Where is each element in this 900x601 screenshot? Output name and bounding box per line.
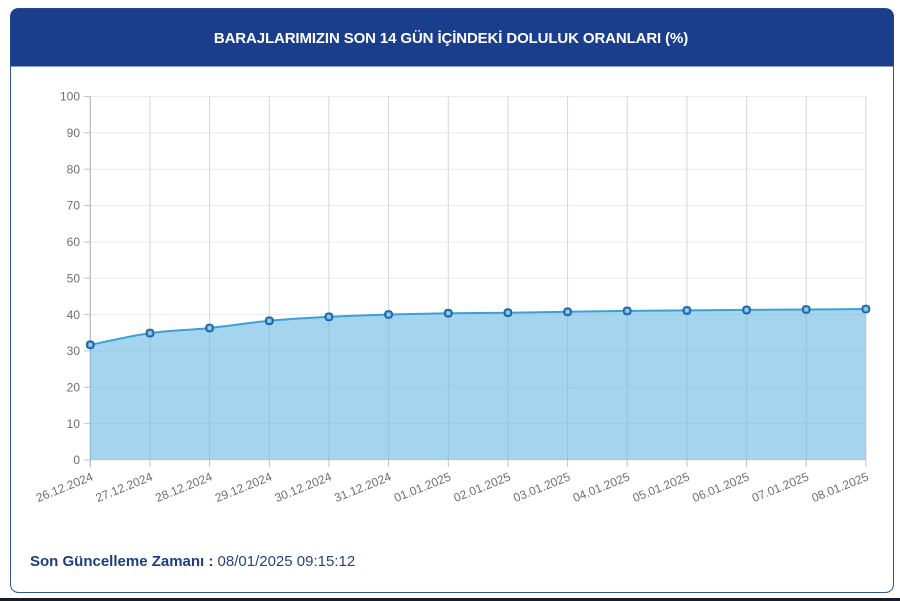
svg-text:70: 70 (67, 199, 81, 213)
svg-text:80: 80 (67, 162, 81, 176)
svg-text:90: 90 (67, 126, 81, 140)
svg-text:BARAJLARIMIZIN SON 14 GÜN İÇİN: BARAJLARIMIZIN SON 14 GÜN İÇİNDEKİ DOLUL… (214, 30, 688, 47)
svg-text:30: 30 (67, 344, 81, 358)
svg-text:20: 20 (67, 381, 81, 395)
svg-text:50: 50 (67, 271, 81, 285)
svg-text:60: 60 (67, 235, 81, 249)
svg-text:Son Güncelleme Zamanı : 08/01/: Son Güncelleme Zamanı : 08/01/2025 09:15… (30, 553, 355, 570)
svg-text:40: 40 (67, 308, 81, 322)
svg-text:100: 100 (60, 90, 80, 104)
svg-text:0: 0 (73, 453, 80, 467)
svg-text:10: 10 (67, 417, 81, 431)
